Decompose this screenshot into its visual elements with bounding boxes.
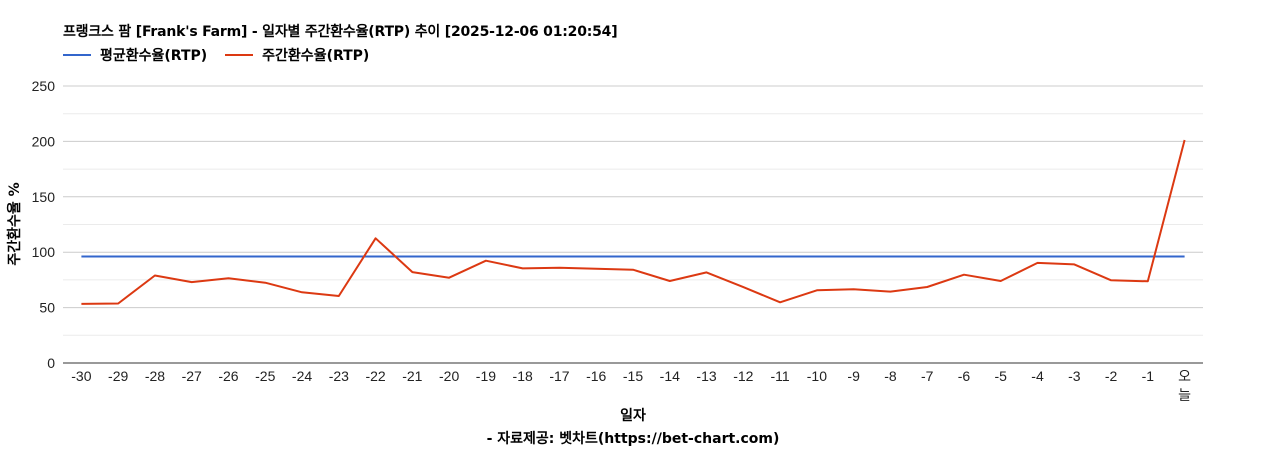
x-tick-label: -15: [623, 368, 643, 384]
legend-line-icon: [63, 54, 91, 56]
x-tick-label: -1: [1142, 368, 1155, 384]
x-axis-label: 일자: [620, 408, 646, 424]
legend-item-average-rtp[interactable]: 평균환수율(RTP): [63, 45, 207, 65]
x-tick-label: -6: [958, 368, 971, 384]
x-tick-label: -5: [995, 368, 1008, 384]
x-tick-label: -23: [329, 368, 349, 384]
x-tick-label: -25: [255, 368, 275, 384]
x-tick-label: -11: [770, 368, 789, 384]
x-tick-label: -21: [402, 368, 422, 384]
legend-label: 주간환수율(RTP): [262, 48, 370, 64]
y-axis-label: 주간환수율 %: [7, 182, 23, 266]
legend-line-icon: [225, 54, 254, 56]
x-tick-label: -3: [1068, 368, 1081, 384]
x-tick-label: -2: [1105, 368, 1118, 384]
y-tick-label: 200: [32, 133, 56, 149]
chart-title: 프랭크스 팜 [Frank's Farm] - 일자별 주간환수율(RTP) 추…: [63, 24, 618, 40]
series-lines: [81, 139, 1186, 305]
x-tick-label: -22: [365, 368, 385, 384]
x-axis-ticks: -30 -29 -28 -27 -26 -25 -24 -23 -22 -21 -20 -19 -18-…: [71, 368, 1191, 403]
y-tick-label: 100: [32, 244, 56, 260]
x-tick-label: -7: [921, 368, 934, 384]
x-tick-label: 오: [1178, 368, 1191, 384]
chart-legend: 평균환수율(RTP) 주간환수율(RTP): [63, 45, 387, 65]
x-tick-label: -12: [733, 368, 753, 384]
x-tick-label: -10: [807, 368, 827, 384]
x-tick-label: -13: [696, 368, 716, 384]
y-tick-label: 0: [47, 355, 55, 371]
x-tick-label: -4: [1031, 368, 1044, 384]
y-axis-ticks: 0 50 100 150 200 250: [32, 78, 56, 371]
x-tick-label: -27: [182, 368, 202, 384]
legend-label: 평균환수율(RTP): [100, 48, 208, 64]
x-tick-label: -20: [439, 368, 459, 384]
x-tick-label: -24: [292, 368, 312, 384]
legend-item-weekly-rtp[interactable]: 주간환수율(RTP): [225, 45, 369, 65]
x-tick-label: -30: [71, 368, 91, 384]
x-tick-label: -14: [660, 368, 680, 384]
y-tick-label: 250: [32, 78, 56, 94]
x-tick-label: -26: [218, 368, 238, 384]
x-tick-label: -19: [476, 368, 496, 384]
x-tick-label: -17: [549, 368, 569, 384]
x-tick-label: -28: [145, 368, 165, 384]
data-source-note: - 자료제공: 벳차트(https://bet-chart.com): [486, 431, 780, 447]
y-tick-label: 50: [39, 300, 55, 316]
y-tick-label: 150: [32, 189, 56, 205]
x-tick-label: -9: [847, 368, 860, 384]
series-line[interactable]: [81, 139, 1186, 305]
x-tick-label: -18: [513, 368, 533, 384]
x-tick-label: -29: [108, 368, 128, 384]
x-tick-label: 늘: [1178, 387, 1191, 403]
gridlines: [63, 85, 1203, 336]
x-tick-label: -16: [586, 368, 606, 384]
x-tick-label: -8: [884, 368, 897, 384]
